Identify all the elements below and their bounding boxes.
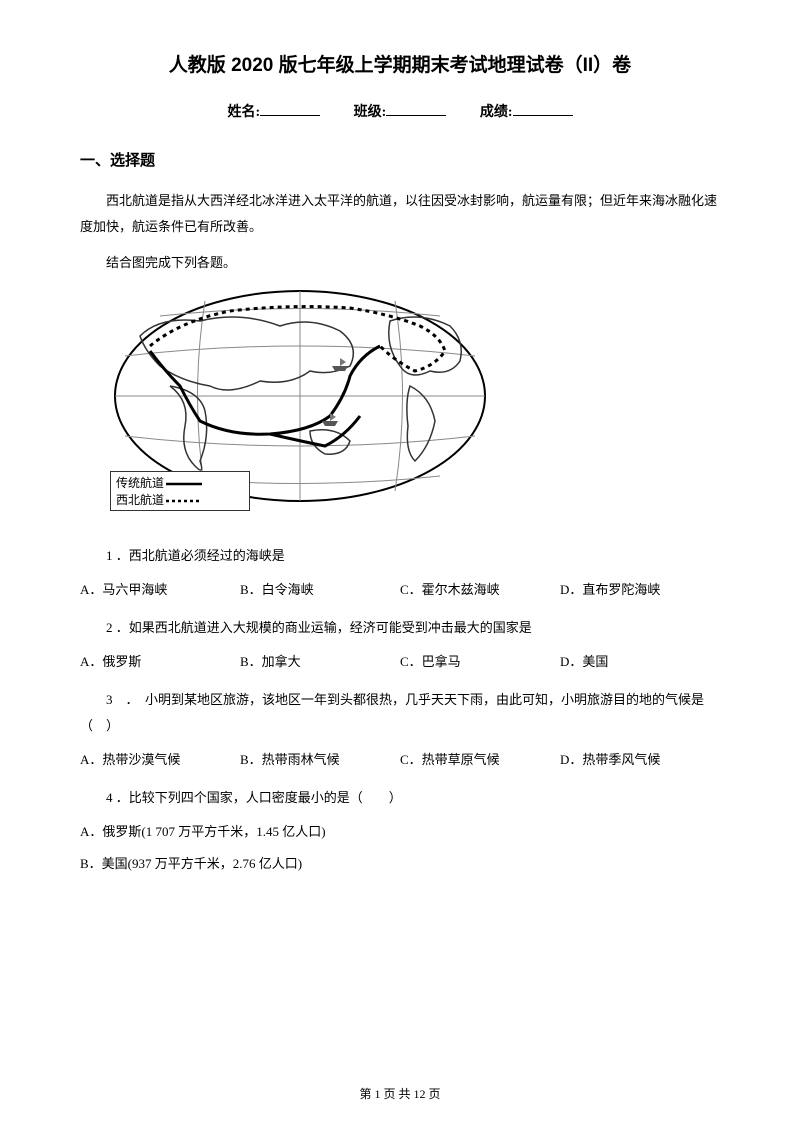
name-blank[interactable] [260, 115, 320, 116]
score-blank[interactable] [513, 115, 573, 116]
q3-option-c: C．热带草原气候 [400, 747, 560, 773]
page-footer: 第 1 页 共 12 页 [0, 1085, 800, 1102]
student-info-line: 姓名: 班级: 成绩: [80, 101, 720, 121]
intro-paragraph-1: 西北航道是指从大西洋经北冰洋进入太平洋的航道，以往因受冰封影响，航运量有限；但近… [80, 188, 720, 240]
question-2-options: A．俄罗斯 B．加拿大 C．巴拿马 D．美国 [80, 649, 720, 675]
q3-option-b: B．热带雨林气候 [240, 747, 400, 773]
question-3-options: A．热带沙漠气候 B．热带雨林气候 C．热带草原气候 D．热带季风气候 [80, 747, 720, 773]
question-3: 3 ． 小明到某地区旅游，该地区一年到头都很热，几乎天天下雨，由此可知，小明旅游… [80, 687, 720, 739]
q4-option-b: B．美国(937 万平方千米，2.76 亿人口) [80, 851, 720, 877]
intro-paragraph-2: 结合图完成下列各题。 [80, 250, 720, 276]
exam-title: 人教版 2020 版七年级上学期期末考试地理试卷（II）卷 [80, 50, 720, 77]
q1-option-c: C．霍尔木兹海峡 [400, 577, 560, 603]
q1-option-a: A．马六甲海峡 [80, 577, 240, 603]
question-4: 4 ．比较下列四个国家，人口密度最小的是（ ） [80, 785, 720, 811]
q4-option-a: A．俄罗斯(1 707 万平方千米，1.45 亿人口) [80, 819, 720, 845]
class-label: 班级: [354, 105, 387, 120]
score-label: 成绩: [480, 105, 513, 120]
q2-option-d: D．美国 [560, 649, 720, 675]
legend-traditional: 传统航道 [116, 476, 164, 490]
q2-option-a: A．俄罗斯 [80, 649, 240, 675]
section-1-header: 一、选择题 [80, 149, 720, 170]
q2-option-b: B．加拿大 [240, 649, 400, 675]
question-1: 1 ．西北航道必须经过的海峡是 [80, 543, 720, 569]
q2-option-c: C．巴拿马 [400, 649, 560, 675]
q1-option-b: B．白令海峡 [240, 577, 400, 603]
question-1-options: A．马六甲海峡 B．白令海峡 C．霍尔木兹海峡 D．直布罗陀海峡 [80, 577, 720, 603]
question-2: 2 ．如果西北航道进入大规模的商业运输，经济可能受到冲击最大的国家是 [80, 615, 720, 641]
q3-option-d: D．热带季风气候 [560, 747, 720, 773]
q1-option-d: D．直布罗陀海峡 [560, 577, 720, 603]
map-svg: 传统航道 西北航道 [110, 286, 490, 526]
class-blank[interactable] [386, 115, 446, 116]
legend-northwest: 西北航道 [116, 493, 164, 507]
name-label: 姓名: [227, 105, 260, 120]
q3-option-a: A．热带沙漠气候 [80, 747, 240, 773]
world-map-figure: 传统航道 西北航道 [110, 286, 720, 531]
